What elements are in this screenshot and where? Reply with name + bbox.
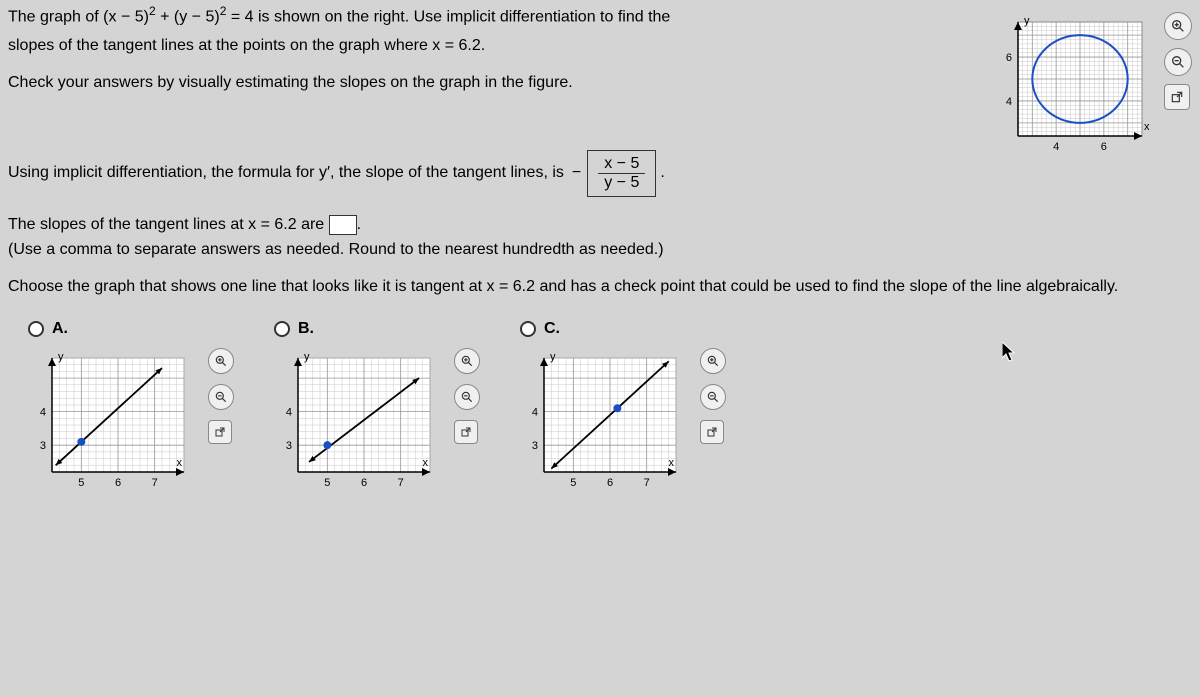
deriv-pre: Using implicit differentiation, the form… bbox=[8, 164, 564, 182]
deriv-period: . bbox=[660, 164, 664, 182]
slopes-input[interactable] bbox=[329, 215, 357, 235]
zoom-in-icon bbox=[706, 354, 720, 368]
svg-text:4: 4 bbox=[40, 406, 46, 418]
slopes-line: The slopes of the tangent lines at x = 6… bbox=[0, 211, 1200, 239]
choose-text: Choose the graph that shows one line tha… bbox=[0, 273, 1200, 302]
popout-icon bbox=[214, 426, 226, 438]
option-c-popout[interactable] bbox=[700, 420, 724, 444]
svg-text:3: 3 bbox=[40, 440, 46, 452]
option-a-body: 5 6 7 3 4 x y bbox=[28, 344, 234, 494]
svg-text:x: x bbox=[1144, 121, 1150, 133]
zoom-out-icon bbox=[214, 390, 228, 404]
q-exp-1: 2 bbox=[149, 4, 156, 18]
option-a-graph: 5 6 7 3 4 x y bbox=[28, 344, 198, 494]
main-graph: 4 6 4 6 x y bbox=[996, 8, 1156, 158]
radio-b[interactable] bbox=[274, 321, 290, 337]
option-b-body: 5 6 7 3 4 x y bbox=[274, 344, 480, 494]
svg-text:6: 6 bbox=[361, 477, 367, 489]
option-b-label: B. bbox=[298, 320, 314, 338]
zoom-out-button[interactable] bbox=[1164, 48, 1192, 76]
option-c-controls bbox=[700, 348, 726, 444]
svg-text:y: y bbox=[58, 351, 64, 363]
main-graph-controls bbox=[1164, 12, 1192, 110]
q-text-1c: = 4 is shown on the right. Use implicit … bbox=[226, 8, 670, 25]
options-row: A. 5 6 7 3 4 x y B. 5 6 7 3 4 x y C. bbox=[0, 302, 1200, 498]
option-c-graph: 5 6 7 3 4 x y bbox=[520, 344, 690, 494]
svg-text:6: 6 bbox=[1006, 52, 1012, 64]
option-a-zoom-in[interactable] bbox=[208, 348, 234, 374]
popout-button[interactable] bbox=[1164, 84, 1190, 110]
option-b-header: B. bbox=[274, 320, 314, 338]
svg-text:4: 4 bbox=[1053, 141, 1059, 153]
svg-text:6: 6 bbox=[1101, 141, 1107, 153]
option-a-header: A. bbox=[28, 320, 68, 338]
option-a-popout[interactable] bbox=[208, 420, 232, 444]
option-b-graph: 5 6 7 3 4 x y bbox=[274, 344, 444, 494]
fraction-numerator: x − 5 bbox=[598, 155, 645, 174]
svg-text:x: x bbox=[177, 457, 183, 469]
slopes-instructions: (Use a comma to separate answers as need… bbox=[0, 239, 1200, 261]
svg-text:4: 4 bbox=[286, 406, 292, 418]
main-graph-wrap: 4 6 4 6 x y bbox=[996, 8, 1192, 158]
popout-icon bbox=[706, 426, 718, 438]
option-b-zoom-in[interactable] bbox=[454, 348, 480, 374]
svg-text:x: x bbox=[423, 457, 429, 469]
option-c-header: C. bbox=[520, 320, 560, 338]
slopes-post: . bbox=[357, 216, 361, 233]
zoom-out-icon bbox=[706, 390, 720, 404]
zoom-in-button[interactable] bbox=[1164, 12, 1192, 40]
option-a-zoom-out[interactable] bbox=[208, 384, 234, 410]
q-text-1a: The graph of (x − 5) bbox=[8, 8, 149, 25]
option-c-zoom-in[interactable] bbox=[700, 348, 726, 374]
option-c: C. 5 6 7 3 4 x y bbox=[520, 320, 726, 494]
fraction-denominator: y − 5 bbox=[598, 174, 645, 192]
fraction-box: x − 5 y − 5 bbox=[587, 150, 656, 197]
svg-text:5: 5 bbox=[78, 477, 84, 489]
option-c-label: C. bbox=[544, 320, 560, 338]
cursor-icon bbox=[1002, 342, 1018, 364]
svg-text:3: 3 bbox=[286, 440, 292, 452]
zoom-out-icon bbox=[460, 390, 474, 404]
svg-text:4: 4 bbox=[532, 406, 538, 418]
option-a-controls bbox=[208, 348, 234, 444]
zoom-in-icon bbox=[214, 354, 228, 368]
svg-text:6: 6 bbox=[115, 477, 121, 489]
option-a: A. 5 6 7 3 4 x y bbox=[28, 320, 234, 494]
svg-text:x: x bbox=[669, 457, 675, 469]
radio-a[interactable] bbox=[28, 321, 44, 337]
option-b-zoom-out[interactable] bbox=[454, 384, 480, 410]
option-b-popout[interactable] bbox=[454, 420, 478, 444]
zoom-in-icon bbox=[1170, 18, 1186, 34]
svg-text:7: 7 bbox=[644, 477, 650, 489]
option-b-controls bbox=[454, 348, 480, 444]
zoom-in-icon bbox=[460, 354, 474, 368]
option-a-label: A. bbox=[52, 320, 68, 338]
svg-text:7: 7 bbox=[398, 477, 404, 489]
svg-text:5: 5 bbox=[570, 477, 576, 489]
option-c-body: 5 6 7 3 4 x y bbox=[520, 344, 726, 494]
svg-text:y: y bbox=[1024, 15, 1030, 27]
zoom-out-icon bbox=[1170, 54, 1186, 70]
q-text-1b: + (y − 5) bbox=[156, 8, 220, 25]
popout-icon bbox=[460, 426, 472, 438]
slopes-pre: The slopes of the tangent lines at x = 6… bbox=[8, 216, 329, 233]
svg-text:4: 4 bbox=[1006, 96, 1012, 108]
svg-text:3: 3 bbox=[532, 440, 538, 452]
radio-c[interactable] bbox=[520, 321, 536, 337]
svg-text:6: 6 bbox=[607, 477, 613, 489]
svg-text:y: y bbox=[550, 351, 556, 363]
svg-text:7: 7 bbox=[152, 477, 158, 489]
svg-text:y: y bbox=[304, 351, 310, 363]
option-c-zoom-out[interactable] bbox=[700, 384, 726, 410]
deriv-minus: − bbox=[572, 164, 581, 182]
popout-icon bbox=[1170, 90, 1184, 104]
option-b: B. 5 6 7 3 4 x y bbox=[274, 320, 480, 494]
svg-text:5: 5 bbox=[324, 477, 330, 489]
